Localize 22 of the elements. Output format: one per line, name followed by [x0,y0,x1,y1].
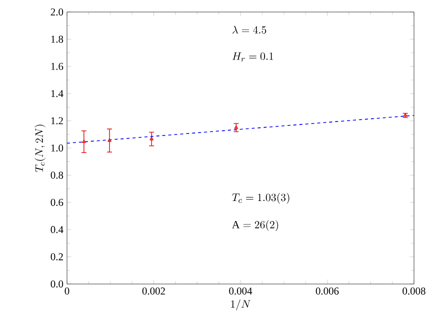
x-tick-label: 0.006 [316,288,339,295]
y-tick-label: 1.6 [51,62,64,70]
y-tick-label: 1.2 [51,117,63,124]
x-axis-title: $1/N$ [231,299,251,310]
y-tick-label: 0.0 [50,280,64,288]
annotation: $H_r = 0.1$ [232,52,274,62]
annotation: $\mathrm{A} = 26(2)$ [232,220,278,231]
y-tick-label: 0.4 [50,226,64,234]
y-tick-label: 1.4 [51,90,64,98]
y-axis-title: $T_c(N,2N)$ [34,124,46,172]
y-tick-label: 1.8 [51,36,64,43]
y-tick-label: 2.0 [50,8,64,16]
x-tick-label: 0.004 [229,288,252,295]
x-tick-label: 0 [64,288,70,295]
y-tick-label: 0.2 [50,253,63,260]
x-tick-label: 0.002 [142,288,165,295]
y-tick-label: 0.8 [50,172,64,179]
y-tick-label: 1.0 [51,144,64,152]
y-tick-label: 0.6 [50,198,64,206]
annotation: $\lambda = 4.5$ [232,26,266,34]
x-tick-label: 0.008 [402,288,426,295]
annotation: $T_c = 1.03(3)$ [232,192,290,204]
